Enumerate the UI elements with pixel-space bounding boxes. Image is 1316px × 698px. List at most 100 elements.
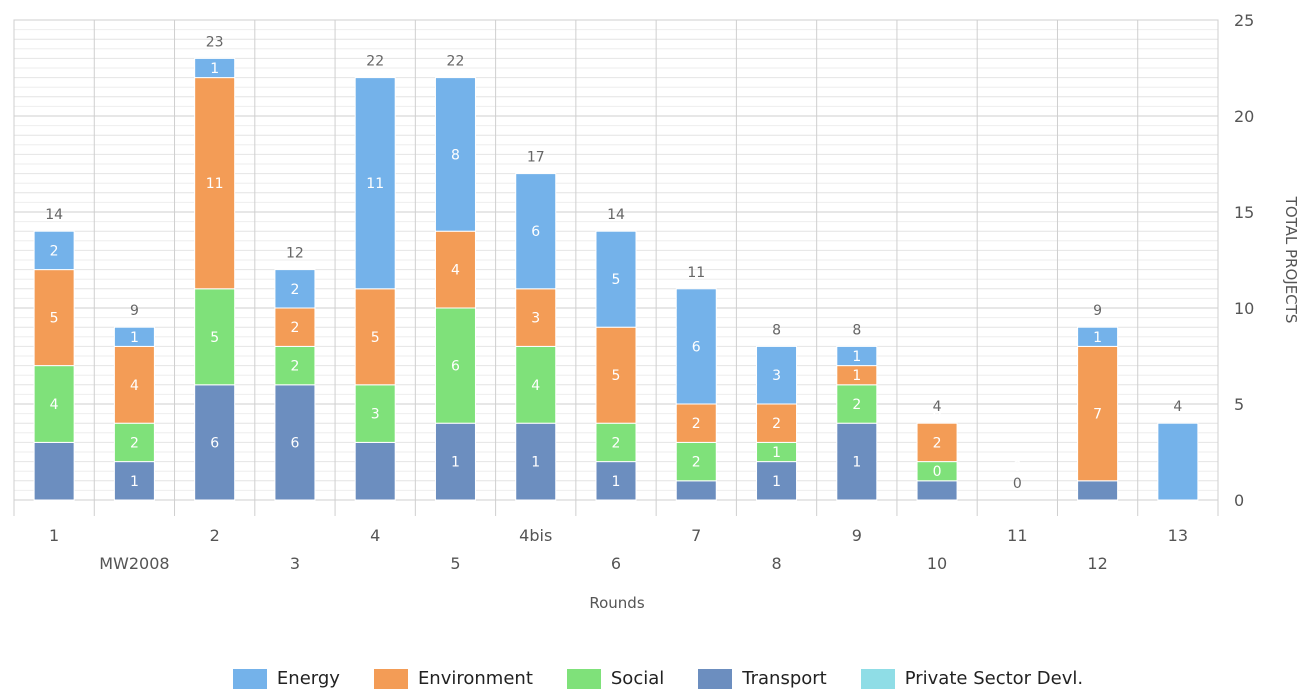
data-label: 1 [130, 330, 139, 346]
data-label: 0 [933, 407, 942, 423]
total-label: 0 [1013, 476, 1022, 492]
bar-social-9 [836, 384, 878, 424]
data-label: 2 [692, 416, 701, 432]
bar-environment-10 [916, 422, 958, 463]
x-axis-label: Rounds [589, 594, 644, 612]
data-label: 1 [612, 474, 621, 490]
total-label: 4 [1173, 399, 1182, 415]
legend-item-environment: Environment [373, 668, 533, 689]
bar-transport-10 [916, 480, 958, 501]
legend-item-social: Social [566, 668, 664, 689]
data-label: 3 [371, 407, 380, 423]
legend-item-energy: Energy [232, 668, 340, 689]
x-tick-label: 8 [771, 554, 781, 573]
y-tick-label: 10 [1234, 299, 1254, 318]
data-label: 1 [772, 474, 781, 490]
bar-stack-MW2008: 012419 [113, 303, 155, 501]
data-label: 8 [451, 147, 460, 163]
data-label: 5 [612, 368, 621, 384]
data-label: 2 [130, 435, 139, 451]
legend-label: Transport [742, 668, 827, 689]
x-tick-label: 10 [927, 554, 947, 573]
data-label: 1 [852, 368, 861, 384]
data-label: 2 [612, 435, 621, 451]
legend-item-transport: Transport [698, 668, 827, 689]
data-label: 6 [290, 435, 299, 451]
bar-stack-1: 045214 [33, 207, 75, 501]
bar-energy-7 [675, 288, 717, 405]
y-tick-label: 25 [1234, 11, 1254, 30]
bar-social-2 [194, 288, 236, 386]
x-tick-label: MW2008 [99, 554, 169, 573]
data-label: 1 [451, 455, 460, 471]
data-label: 2 [290, 282, 299, 298]
bar-energy-3 [274, 269, 316, 309]
data-label: 1 [852, 349, 861, 365]
data-label: 5 [210, 330, 219, 346]
bar-stack-4: 0351122 [354, 54, 396, 501]
bar-stack-13: 014 [1157, 399, 1199, 501]
x-tick-label: 3 [290, 554, 300, 573]
data-label: 5 [50, 311, 59, 327]
data-label: 5 [612, 272, 621, 288]
data-label: 2 [290, 320, 299, 336]
bar-transport-3 [274, 384, 316, 501]
y-axis-ticks: 0 5 10 15 20 25 [1234, 11, 1254, 510]
total-label: 11 [687, 265, 705, 281]
bar-environment-12 [1077, 345, 1119, 482]
data-label: 0 [1013, 459, 1022, 475]
x-tick-label: 6 [611, 554, 621, 573]
bar-energy-MW2008 [113, 326, 155, 347]
data-label: 2 [692, 455, 701, 471]
data-label: 6 [692, 339, 701, 355]
legend: Energy Environment Social Transport Private … [0, 668, 1316, 689]
bar-energy-13 [1157, 422, 1199, 501]
total-label: 22 [447, 54, 465, 70]
data-label: 2 [772, 416, 781, 432]
bar-stack-8: 011238 [756, 322, 798, 501]
data-label: 4 [50, 397, 59, 413]
total-label: 9 [130, 303, 139, 319]
data-label: 2 [852, 397, 861, 413]
data-label: 3 [772, 368, 781, 384]
bar-transport-4bis [515, 422, 557, 501]
bar-energy-4bis [515, 173, 557, 290]
data-label: 0 [1013, 459, 1022, 475]
bar-energy-2 [194, 57, 236, 79]
legend-label: Energy [276, 668, 340, 689]
bar-stack-9: 012118 [836, 322, 878, 501]
data-label: 2 [933, 435, 942, 451]
data-label: 6 [210, 435, 219, 451]
bar-social-5 [434, 307, 476, 424]
data-label: 7 [1093, 407, 1102, 423]
bar-environment-MW2008 [113, 345, 155, 424]
y-tick-label: 5 [1234, 395, 1244, 414]
bar-environment-4bis [515, 288, 557, 347]
bar-stack-2: 06511123 [194, 34, 236, 501]
bar-stack-6: 0125514 [595, 207, 637, 501]
total-label: 8 [772, 322, 781, 338]
y-tick-label: 15 [1234, 203, 1254, 222]
x-tick-label: 7 [691, 526, 701, 545]
x-tick-label: 2 [210, 526, 220, 545]
data-label: 11 [206, 176, 224, 192]
bar-transport-MW2008 [113, 461, 155, 501]
total-label: 23 [206, 34, 224, 50]
bar-social-MW2008 [113, 422, 155, 463]
data-label: 4 [451, 263, 460, 279]
data-label: 0 [933, 464, 942, 480]
bar-transport-6 [595, 461, 637, 501]
total-label: 8 [852, 322, 861, 338]
bar-energy-9 [836, 345, 878, 367]
total-label: 9 [1093, 303, 1102, 319]
x-tick-label: 4bis [519, 526, 552, 545]
data-label: 6 [531, 224, 540, 240]
data-label: 1 [130, 474, 139, 490]
legend-label: Private Sector Devl. [904, 668, 1084, 689]
legend-label: Environment [417, 668, 533, 689]
data-label: 1 [852, 455, 861, 471]
data-label: 1 [210, 61, 219, 77]
x-tick-label: 5 [450, 554, 460, 573]
bar-transport-4 [354, 441, 396, 501]
